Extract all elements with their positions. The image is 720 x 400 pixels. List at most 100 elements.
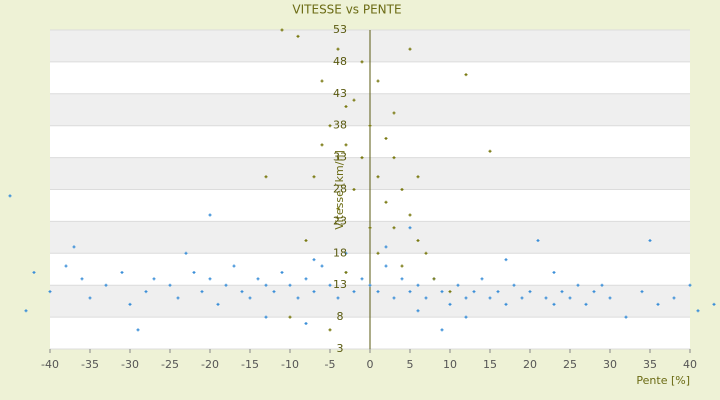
y-tick-label: 53 (333, 23, 347, 36)
point (304, 321, 308, 325)
point (552, 270, 556, 274)
x-tick-label: 25 (563, 358, 577, 371)
point (384, 136, 388, 140)
point (568, 296, 572, 300)
point (344, 105, 348, 109)
point (208, 213, 212, 217)
point (552, 302, 556, 306)
point (360, 156, 364, 160)
point (376, 175, 380, 179)
point (392, 156, 396, 160)
point (376, 290, 380, 294)
point (416, 175, 420, 179)
point (72, 245, 76, 249)
point (304, 239, 308, 243)
point (344, 143, 348, 147)
point (416, 239, 420, 243)
point (200, 290, 204, 294)
point (408, 290, 412, 294)
point (136, 328, 140, 332)
point (224, 283, 228, 287)
x-tick-label: -15 (241, 358, 259, 371)
point (440, 328, 444, 332)
y-tick-label: 23 (333, 214, 347, 227)
point (688, 283, 692, 287)
point (296, 34, 300, 38)
point (360, 60, 364, 64)
point (560, 290, 564, 294)
x-tick-label: 5 (407, 358, 414, 371)
point (320, 79, 324, 83)
point (104, 283, 108, 287)
point (536, 239, 540, 243)
x-tick-label: -5 (325, 358, 336, 371)
point (400, 188, 404, 191)
point (584, 302, 588, 306)
point (288, 283, 292, 287)
point (176, 296, 180, 300)
point (456, 283, 460, 287)
point (152, 277, 156, 281)
point (520, 296, 524, 300)
point (464, 73, 468, 77)
point (424, 251, 428, 255)
point (640, 290, 644, 294)
point (368, 124, 372, 128)
point (144, 290, 148, 294)
point (312, 290, 316, 294)
point (32, 270, 36, 274)
x-tick-label: -35 (81, 358, 99, 371)
point (392, 226, 396, 230)
point (64, 264, 68, 268)
point (288, 315, 292, 319)
x-tick-label: -40 (41, 358, 59, 371)
point (304, 277, 308, 281)
point (488, 149, 492, 153)
point (408, 226, 412, 230)
point (400, 264, 404, 268)
point (232, 264, 236, 268)
x-tick-label: -30 (121, 358, 139, 371)
point (336, 296, 340, 300)
point (48, 290, 52, 294)
point (376, 251, 380, 255)
point (472, 290, 476, 294)
chart-title: VITESSE vs PENTE (292, 3, 401, 17)
x-tick-label: -20 (201, 358, 219, 371)
y-tick-label: 13 (333, 278, 347, 291)
point (352, 188, 356, 191)
x-axis-title: Pente [%] (636, 374, 690, 387)
x-tick-label: 10 (443, 358, 457, 371)
point (368, 283, 372, 287)
point (464, 315, 468, 319)
point (80, 277, 84, 281)
point (480, 277, 484, 281)
point (296, 296, 300, 300)
point (264, 283, 268, 287)
point (264, 315, 268, 319)
point (408, 213, 412, 217)
point (88, 296, 92, 300)
point (352, 290, 356, 294)
point (352, 98, 356, 102)
point (504, 258, 508, 262)
x-tick-label: 15 (483, 358, 497, 371)
point (344, 270, 348, 274)
point (280, 270, 284, 274)
point (376, 79, 380, 83)
point (192, 270, 196, 274)
point (384, 200, 388, 204)
point (512, 283, 516, 287)
point (528, 290, 532, 294)
point (424, 296, 428, 300)
y-tick-label: 28 (333, 183, 347, 196)
point (336, 207, 340, 211)
y-tick-label: 33 (333, 151, 347, 164)
point (320, 143, 324, 147)
y-axis-title: Vitesse [km/h] (333, 150, 346, 230)
point (448, 290, 452, 294)
point (312, 258, 316, 262)
point (8, 194, 12, 198)
